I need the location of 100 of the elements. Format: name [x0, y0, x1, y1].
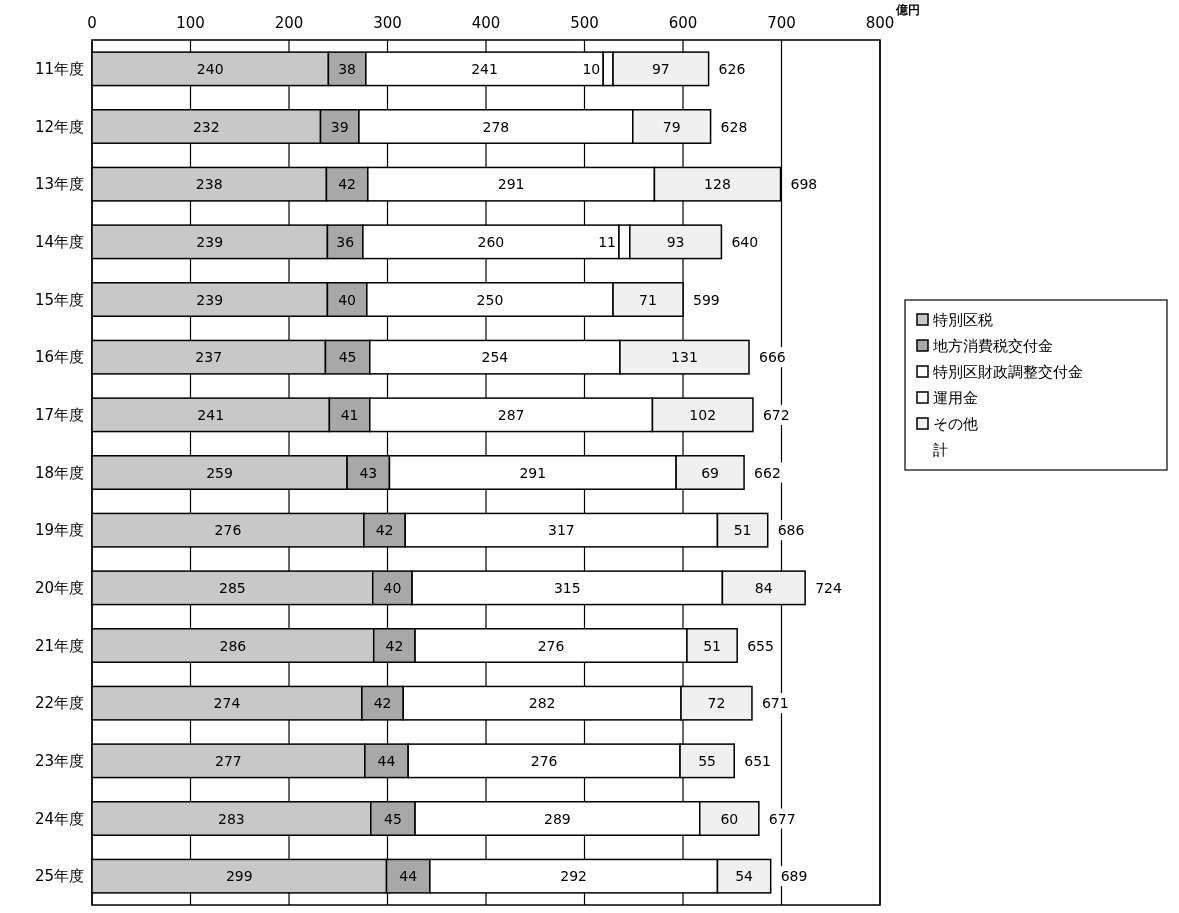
x-tick-label: 700 [767, 14, 796, 32]
data-label: 38 [338, 60, 357, 77]
total-label: 640 [731, 233, 759, 250]
total-label: 698 [790, 176, 818, 193]
data-label: 11 [598, 233, 616, 250]
data-label: 241 [471, 60, 498, 77]
data-label: 292 [560, 868, 588, 885]
data-label: 239 [196, 233, 224, 250]
total-label: 666 [758, 349, 786, 366]
data-label: 237 [195, 349, 223, 366]
total-label: 724 [815, 579, 842, 596]
data-label: 39 [330, 118, 349, 135]
y-tick-label: 17年度 [34, 405, 84, 424]
y-tick-label: 24年度 [34, 809, 84, 828]
data-label: 250 [476, 291, 504, 308]
y-tick-label: 15年度 [34, 290, 84, 309]
total-label: 599 [693, 291, 720, 308]
data-label: 239 [196, 291, 224, 308]
data-label: 287 [497, 406, 525, 423]
data-label: 93 [666, 233, 685, 250]
data-label: 291 [497, 176, 525, 193]
x-tick-label: 0 [87, 14, 97, 32]
data-label: 51 [733, 522, 752, 539]
data-label: 282 [528, 695, 556, 712]
data-label: 60 [720, 810, 739, 827]
x-tick-label: 100 [176, 14, 205, 32]
x-tick-label: 800 [865, 14, 895, 32]
data-label: 276 [530, 752, 558, 769]
data-label: 238 [195, 176, 223, 193]
data-label: 97 [651, 60, 670, 77]
total-label: 677 [768, 810, 796, 827]
total-label: 686 [777, 522, 805, 539]
data-label: 277 [215, 752, 242, 769]
data-label: 51 [703, 637, 721, 654]
data-label: 42 [373, 695, 392, 712]
data-label: 274 [213, 695, 241, 712]
x-tick-label: 300 [373, 14, 402, 32]
data-label: 71 [639, 291, 657, 308]
data-label: 286 [219, 637, 247, 654]
data-label: 240 [196, 60, 224, 77]
data-label: 291 [519, 464, 547, 481]
data-label: 43 [359, 464, 378, 481]
data-label: 40 [383, 579, 402, 596]
total-label: 655 [747, 637, 774, 654]
legend-label: その他 [933, 415, 978, 433]
x-tick-label: 200 [274, 14, 304, 32]
y-tick-label: 22年度 [34, 694, 84, 713]
y-tick-label: 21年度 [34, 636, 84, 655]
data-label: 232 [192, 118, 220, 135]
total-label: 662 [754, 464, 781, 481]
data-label: 283 [218, 810, 245, 827]
data-label: 131 [671, 349, 698, 366]
data-label: 69 [701, 464, 719, 481]
y-tick-label: 19年度 [34, 521, 84, 540]
data-label: 79 [662, 118, 681, 135]
legend-label: 運用金 [933, 389, 978, 407]
total-label: 672 [762, 406, 790, 423]
data-label: 72 [707, 695, 726, 712]
data-label: 44 [377, 752, 396, 769]
data-label: 102 [689, 406, 717, 423]
total-label: 626 [718, 60, 746, 77]
x-tick-label: 400 [471, 14, 501, 32]
data-label: 42 [385, 637, 404, 654]
data-label: 41 [340, 406, 359, 423]
data-label: 315 [553, 579, 581, 596]
total-label: 671 [761, 695, 789, 712]
data-label: 42 [338, 176, 357, 193]
data-label: 289 [544, 810, 571, 827]
data-label: 278 [482, 118, 510, 135]
x-tick-label: 500 [570, 14, 599, 32]
y-tick-label: 11年度 [34, 59, 84, 78]
data-label: 276 [537, 637, 565, 654]
y-tick-label: 16年度 [34, 348, 84, 367]
data-label: 36 [336, 233, 355, 250]
y-tick-label: 13年度 [34, 175, 84, 194]
data-label: 259 [206, 464, 233, 481]
data-label: 317 [547, 522, 575, 539]
data-label: 285 [219, 579, 246, 596]
y-tick-label: 20年度 [34, 578, 84, 597]
data-label: 10 [582, 60, 601, 77]
y-tick-label: 25年度 [34, 867, 84, 886]
y-tick-label: 14年度 [34, 232, 84, 251]
data-label: 241 [197, 406, 225, 423]
y-tick-label: 23年度 [34, 751, 84, 770]
data-label: 276 [214, 522, 242, 539]
total-label: 651 [744, 752, 771, 769]
data-label: 84 [754, 579, 773, 596]
x-axis-title: 億円 [895, 3, 920, 17]
legend-label: 地方消費税交付金 [932, 337, 1053, 355]
data-label: 128 [704, 176, 731, 193]
text: 計 [933, 441, 948, 459]
data-label: 254 [481, 349, 509, 366]
data-label: 42 [375, 522, 394, 539]
data-label: 54 [735, 868, 754, 885]
data-label: 40 [338, 291, 357, 308]
legend-label: 特別区財政調整交付金 [933, 363, 1083, 381]
data-label: 45 [384, 810, 402, 827]
total-label: 628 [720, 118, 748, 135]
data-label: 55 [698, 752, 717, 769]
data-label: 299 [225, 868, 253, 885]
